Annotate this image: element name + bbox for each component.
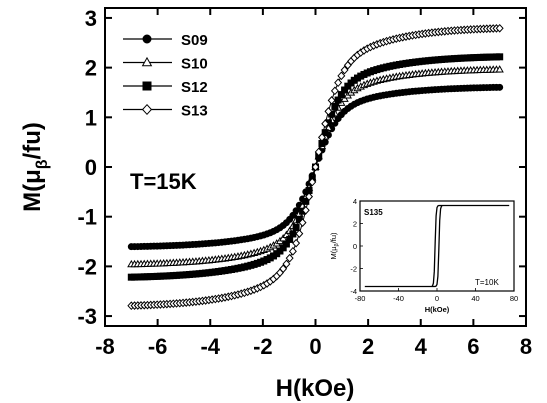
inset-y-tick-label: 4 <box>353 197 357 206</box>
inset-temperature-annotation: T=10K <box>475 278 499 287</box>
data-point-S09 <box>289 211 297 219</box>
inset-y-tick-label: -4 <box>350 287 357 296</box>
main-x-tick-label: 6 <box>467 334 479 359</box>
main-y-tick-label: -2 <box>77 254 97 279</box>
data-point-S09 <box>496 83 504 91</box>
data-point-S13 <box>314 147 323 157</box>
data-point-S13 <box>295 229 304 238</box>
main-x-tick-label: -6 <box>148 334 168 359</box>
main-x-tick-label: 0 <box>309 334 321 359</box>
data-point-S13 <box>285 253 294 263</box>
data-point-S13 <box>495 23 504 33</box>
main-y-tick-label: -3 <box>77 304 97 329</box>
legend: S09 S10 S12 S13 <box>123 32 208 120</box>
main-y-tick-label: 2 <box>85 56 97 81</box>
legend-entry-S09: S09 <box>123 32 208 49</box>
inset-hysteresis-curve <box>364 204 510 288</box>
data-point-S13 <box>301 205 310 215</box>
data-point-S12 <box>302 197 310 205</box>
data-point-S13 <box>327 96 336 105</box>
legend-entry-S10: S10 <box>123 56 208 73</box>
legend-label-S10: S10 <box>181 56 208 73</box>
data-point-S13 <box>279 264 288 274</box>
data-point-S12 <box>321 129 329 137</box>
inset-x-tick-label: -40 <box>393 294 404 303</box>
main-x-tick-label: 4 <box>415 334 428 359</box>
data-point-S13 <box>292 238 301 248</box>
inset-chart: -80 -40 0 40 80 -4 -2 0 2 4 S135 T=10K H(kOe) M(μ… <box>329 197 518 314</box>
data-point-S13 <box>317 133 326 142</box>
inset-plot-frame <box>359 200 515 292</box>
series-S09 <box>127 83 504 251</box>
data-point-S13 <box>337 71 346 81</box>
data-point-S13 <box>282 259 291 269</box>
data-point-S12 <box>331 102 339 110</box>
data-point-S13 <box>288 246 297 256</box>
main-axis-ticks: -8 -6 -4 -2 0 2 4 6 8 -3 -2 -1 0 1 2 3 <box>77 6 532 359</box>
inset-sample-label: S135 <box>364 208 383 217</box>
data-point-S12 <box>289 230 297 238</box>
data-point-S10 <box>495 65 504 73</box>
main-y-tick-label: 3 <box>85 6 97 31</box>
main-y-tick-label: -1 <box>77 205 97 230</box>
inset-x-tick-label: -80 <box>355 294 366 303</box>
legend-entry-S12: S12 <box>123 79 208 96</box>
data-point-S13 <box>305 192 314 201</box>
inset-y-tick-label: 2 <box>353 220 357 229</box>
series-S13 <box>127 23 504 311</box>
data-point-S13 <box>334 78 343 88</box>
data-point-S13 <box>324 107 333 116</box>
inset-axis-ticks: -80 -40 0 40 80 -4 -2 0 2 4 <box>350 197 518 303</box>
series-S10 <box>127 65 504 268</box>
legend-label-S13: S13 <box>181 103 208 120</box>
main-y-axis-title: M(μβ/fu) <box>19 122 51 212</box>
inset-y-tick-label: 0 <box>353 242 357 251</box>
main-x-tick-label: -8 <box>95 334 115 359</box>
inset-x-tick-label: 80 <box>510 294 518 303</box>
data-point-S12 <box>496 53 504 61</box>
legend-label-S09: S09 <box>181 32 208 49</box>
legend-marker-S12 <box>142 81 152 91</box>
temperature-annotation: T=15K <box>130 169 197 194</box>
main-x-tick-label: 8 <box>520 334 532 359</box>
data-point-S13 <box>330 86 339 96</box>
inset-x-axis-title: H(kOe) <box>425 305 450 314</box>
inset-y-tick-label: -2 <box>350 265 357 274</box>
main-x-tick-label: -2 <box>253 334 273 359</box>
main-x-tick-label: 2 <box>362 334 374 359</box>
main-y-tick-label: 0 <box>85 155 97 180</box>
legend-marker-S09 <box>142 34 152 44</box>
data-point-S12 <box>292 224 300 232</box>
inset-x-tick-label: 0 <box>435 294 439 303</box>
legend-label-S12: S12 <box>181 79 208 96</box>
data-point-S13 <box>311 162 320 172</box>
legend-marker-S10 <box>141 56 153 67</box>
inset-x-tick-label: 40 <box>471 294 479 303</box>
main-data-series <box>127 23 504 311</box>
main-y-tick-label: 1 <box>85 105 97 130</box>
data-point-S13 <box>321 119 330 129</box>
data-point-S13 <box>340 65 349 75</box>
legend-marker-S13 <box>141 103 153 116</box>
main-x-axis-title: H(kOe) <box>276 375 355 402</box>
main-x-tick-label: -4 <box>200 334 220 359</box>
data-point-S13 <box>308 177 317 187</box>
inset-y-axis-title: M(μβ/fu) <box>329 232 340 260</box>
data-point-S13 <box>298 218 307 227</box>
legend-entry-S13: S13 <box>123 103 208 120</box>
